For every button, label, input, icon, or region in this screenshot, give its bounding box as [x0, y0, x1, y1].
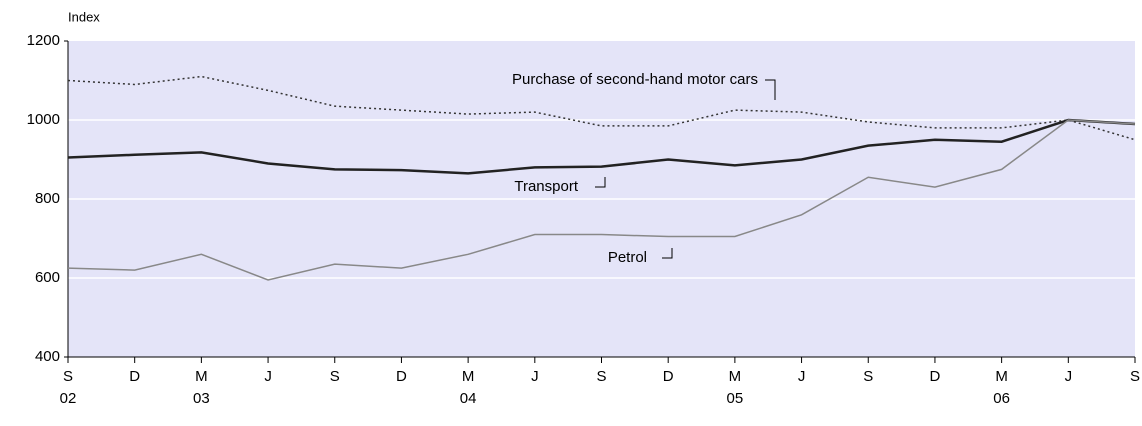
x-tick-label: S — [863, 368, 873, 385]
y-tick-label: 1200 — [27, 32, 60, 49]
x-tick-label: D — [129, 368, 140, 385]
y-axis-label: Index — [68, 9, 100, 24]
x-tick-label: S — [1130, 368, 1140, 385]
x-tick-label: S — [330, 368, 340, 385]
x-tick-label: D — [663, 368, 674, 385]
x-tick-label: D — [930, 368, 941, 385]
x-tick-label: S — [596, 368, 606, 385]
x-year-label: 02 — [60, 390, 77, 407]
x-tick-label: J — [1065, 368, 1073, 385]
series-line — [67, 118, 1136, 175]
series-label: Purchase of second-hand motor cars — [512, 71, 758, 88]
series-line — [67, 119, 1136, 281]
series-label: Petrol — [608, 249, 647, 266]
x-tick-label: M — [729, 368, 742, 385]
x-year-label: 03 — [193, 390, 210, 407]
y-tick-label: 1000 — [27, 111, 60, 128]
y-tick-label: 800 — [35, 190, 60, 207]
y-tick-label: 400 — [35, 348, 60, 365]
x-year-label: 05 — [727, 390, 744, 407]
y-tick-label: 600 — [35, 269, 60, 286]
x-year-label: 04 — [460, 390, 477, 407]
x-tick-label: J — [531, 368, 539, 385]
x-tick-label: S — [63, 368, 73, 385]
label-pointer — [662, 248, 673, 259]
x-tick-label: M — [462, 368, 475, 385]
label-pointer — [765, 79, 776, 100]
x-tick-label: J — [798, 368, 806, 385]
series-label: Transport — [514, 178, 578, 195]
label-pointer — [595, 177, 606, 188]
x-tick-label: M — [195, 368, 208, 385]
x-year-label: 06 — [993, 390, 1010, 407]
x-tick-label: J — [264, 368, 272, 385]
x-tick-label: M — [995, 368, 1008, 385]
x-tick-label: D — [396, 368, 407, 385]
